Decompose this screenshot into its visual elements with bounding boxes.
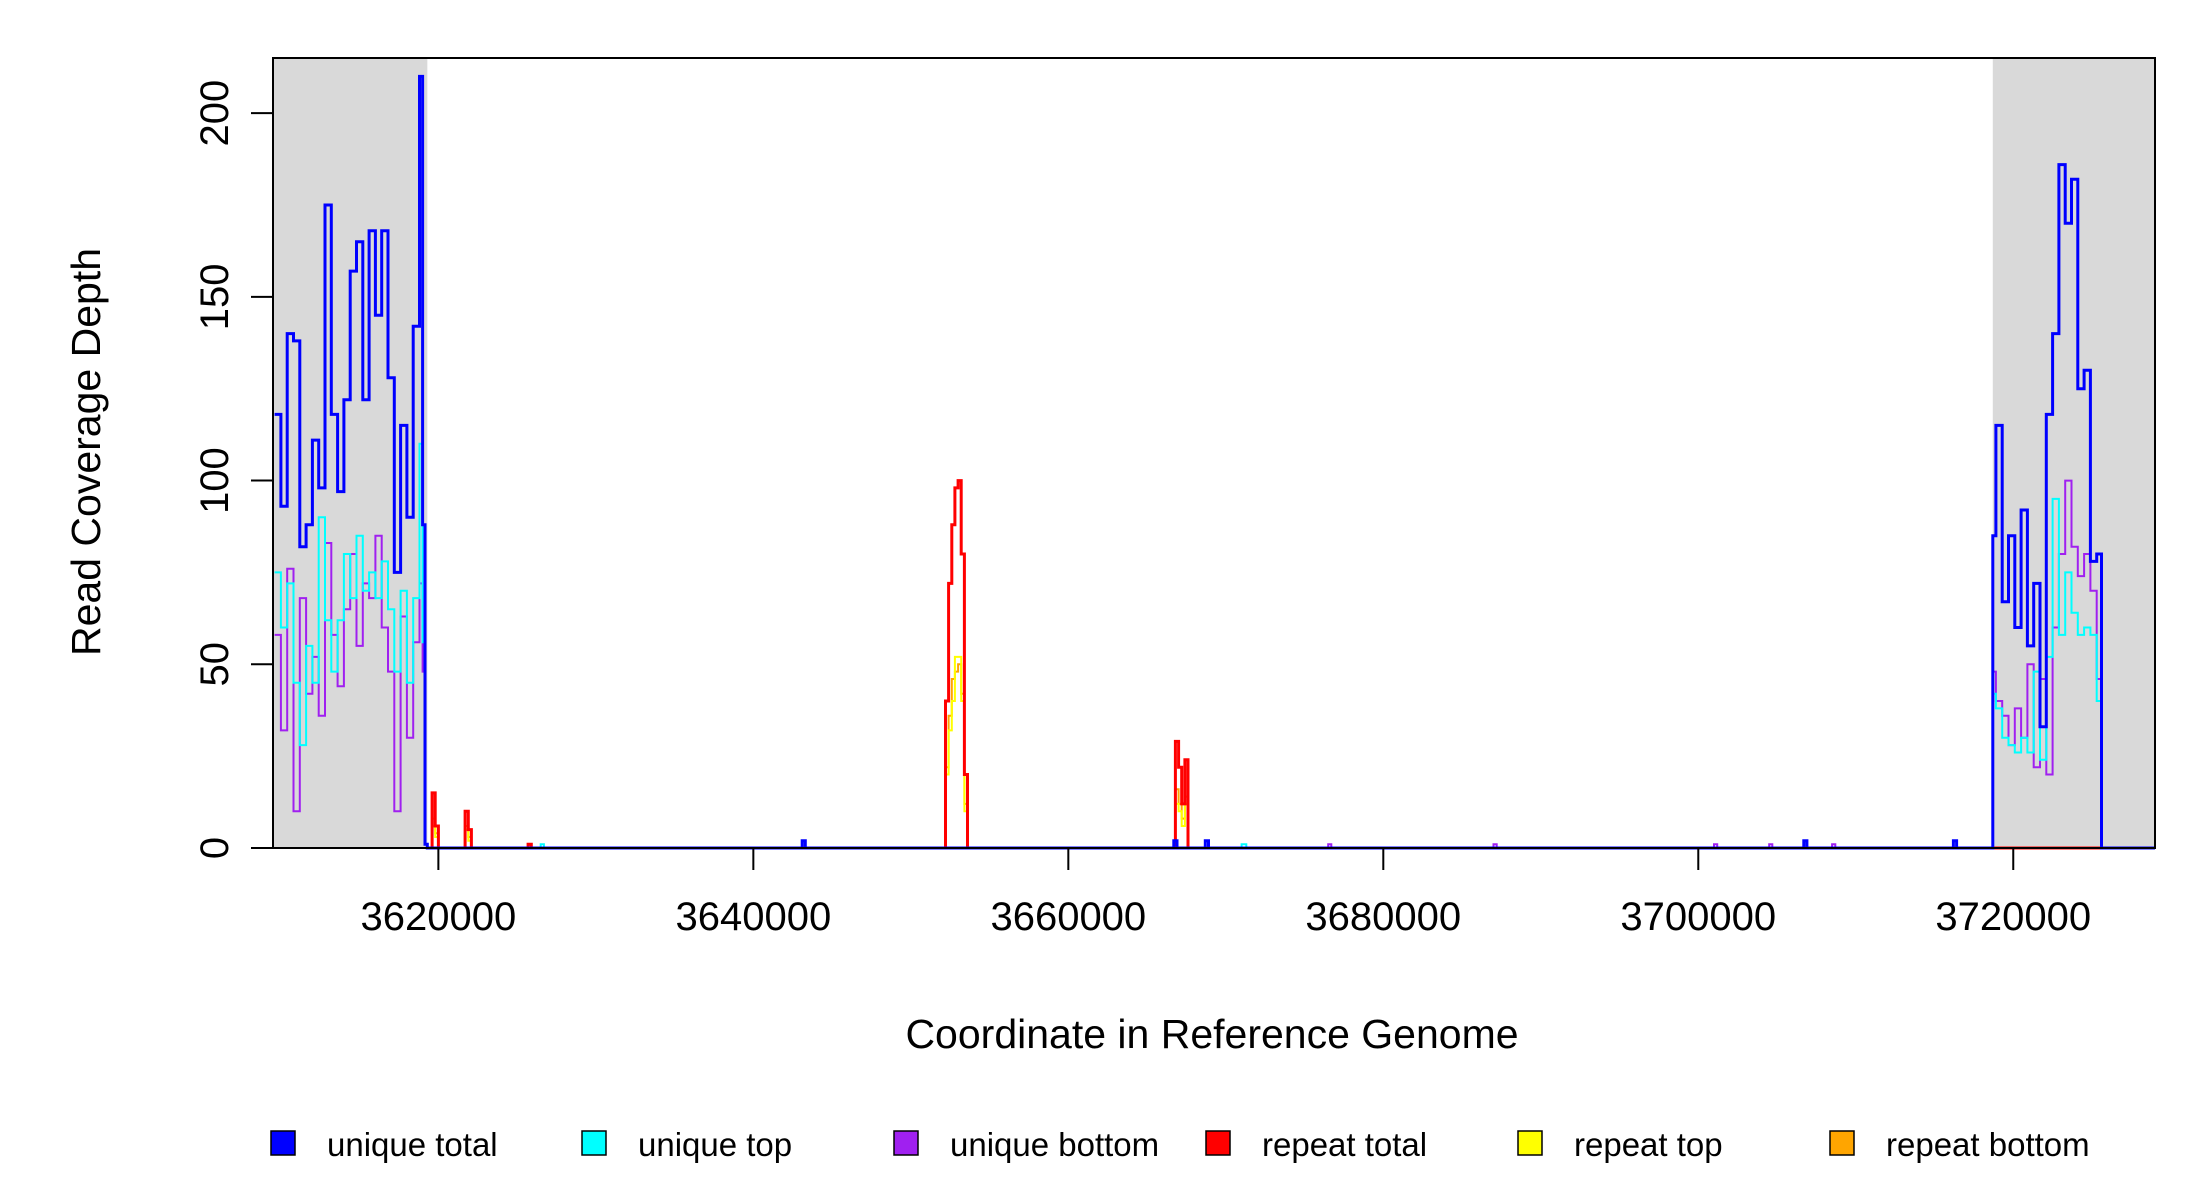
legend-item-repeat-total: repeat total bbox=[1205, 1126, 1427, 1163]
legend: unique total unique top unique bottom repea… bbox=[270, 1126, 2090, 1163]
series-lines bbox=[274, 74, 2155, 850]
y-tick-label: 100 bbox=[193, 447, 237, 514]
legend-item-repeat-bottom: repeat bottom bbox=[1829, 1126, 2090, 1163]
legend-label: repeat top bbox=[1574, 1126, 1723, 1163]
x-tick-label: 3720000 bbox=[1935, 895, 2091, 939]
legend-swatch bbox=[581, 1130, 607, 1156]
plot-frame bbox=[272, 57, 2156, 849]
series-line-unique-top bbox=[274, 442, 2155, 849]
series-line-unique-total bbox=[274, 74, 2155, 850]
y-axis-label: Read Coverage Depth bbox=[63, 248, 109, 656]
y-tick-label: 150 bbox=[193, 263, 237, 330]
legend-swatch bbox=[1205, 1130, 1231, 1156]
x-axis-label: Coordinate in Reference Genome bbox=[905, 1011, 1518, 1057]
y-tick-label: 50 bbox=[193, 642, 237, 687]
x-tick-label: 3680000 bbox=[1305, 895, 1461, 939]
y-tick-label: 0 bbox=[193, 837, 237, 859]
legend-label: repeat total bbox=[1262, 1126, 1427, 1163]
series-line-repeat-total bbox=[427, 479, 2155, 850]
legend-item-unique-bottom: unique bottom bbox=[893, 1126, 1159, 1163]
series-line-repeat-bottom bbox=[427, 663, 2155, 849]
legend-swatch bbox=[1829, 1130, 1855, 1156]
x-axis: 3620000 3640000 3660000 3680000 3700000 37200… bbox=[360, 848, 2091, 939]
series-line-unique-bottom bbox=[274, 479, 2155, 849]
x-tick-label: 3640000 bbox=[675, 895, 831, 939]
legend-label: unique top bbox=[638, 1126, 792, 1163]
legend-swatch bbox=[1517, 1130, 1543, 1156]
shaded-regions bbox=[273, 58, 2155, 848]
legend-label: unique bottom bbox=[950, 1126, 1159, 1163]
legend-label: repeat bottom bbox=[1886, 1126, 2090, 1163]
series-line-repeat-top bbox=[427, 655, 2155, 849]
x-tick-label: 3700000 bbox=[1620, 895, 1776, 939]
legend-item-unique-total: unique total bbox=[270, 1126, 498, 1163]
legend-swatch bbox=[270, 1130, 296, 1156]
y-axis: 0 50 100 150 200 bbox=[193, 80, 273, 859]
x-tick-label: 3620000 bbox=[360, 895, 516, 939]
legend-swatch bbox=[893, 1130, 919, 1156]
legend-label: unique total bbox=[327, 1126, 498, 1163]
shaded-region-2 bbox=[1992, 58, 2155, 848]
x-tick-label: 3660000 bbox=[990, 895, 1146, 939]
y-tick-label: 200 bbox=[193, 80, 237, 147]
legend-item-unique-top: unique top bbox=[581, 1126, 792, 1163]
shaded-region-1 bbox=[273, 58, 428, 848]
legend-item-repeat-top: repeat top bbox=[1517, 1126, 1723, 1163]
